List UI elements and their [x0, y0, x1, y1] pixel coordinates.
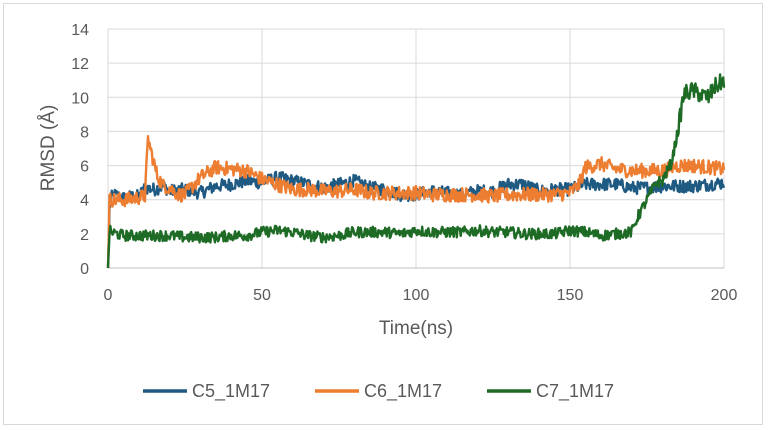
y-tick-label: 0: [80, 261, 89, 278]
x-tick-label: 200: [711, 287, 738, 304]
x-axis-title: Time(ns): [379, 318, 453, 339]
x-tick-labels: 0 50 100 150 200: [104, 287, 738, 304]
series-layer: [106, 73, 726, 269]
y-tick-label: 14: [71, 22, 89, 39]
y-tick-label: 4: [80, 193, 89, 210]
y-tick-label: 10: [71, 90, 89, 107]
series-line-C7_1M17: [106, 73, 726, 269]
y-tick-label: 6: [80, 159, 89, 176]
legend-entry: C5_1M17: [143, 381, 270, 402]
y-tick-label: 2: [80, 227, 89, 244]
chart-frame: [3, 3, 763, 425]
y-tick-label: 12: [71, 56, 89, 73]
legend-label: C6_1M17: [364, 381, 442, 402]
legend-entry: C7_1M17: [487, 381, 614, 402]
legend-label: C7_1M17: [536, 381, 614, 402]
legend-entry: C6_1M17: [315, 381, 442, 402]
x-tick-label: 100: [403, 287, 430, 304]
x-tick-label: 0: [104, 287, 113, 304]
y-tick-labels: 0 2 4 6 8 10 12 14: [71, 22, 89, 278]
x-tick-label: 50: [253, 287, 271, 304]
y-axis-title: RMSD (Å): [38, 105, 59, 192]
x-tick-label: 150: [557, 287, 584, 304]
y-tick-label: 8: [80, 124, 89, 141]
legend: C5_1M17 C6_1M17 C7_1M17: [143, 381, 614, 402]
legend-label: C5_1M17: [192, 381, 270, 402]
series-line-C6_1M17: [106, 134, 726, 269]
